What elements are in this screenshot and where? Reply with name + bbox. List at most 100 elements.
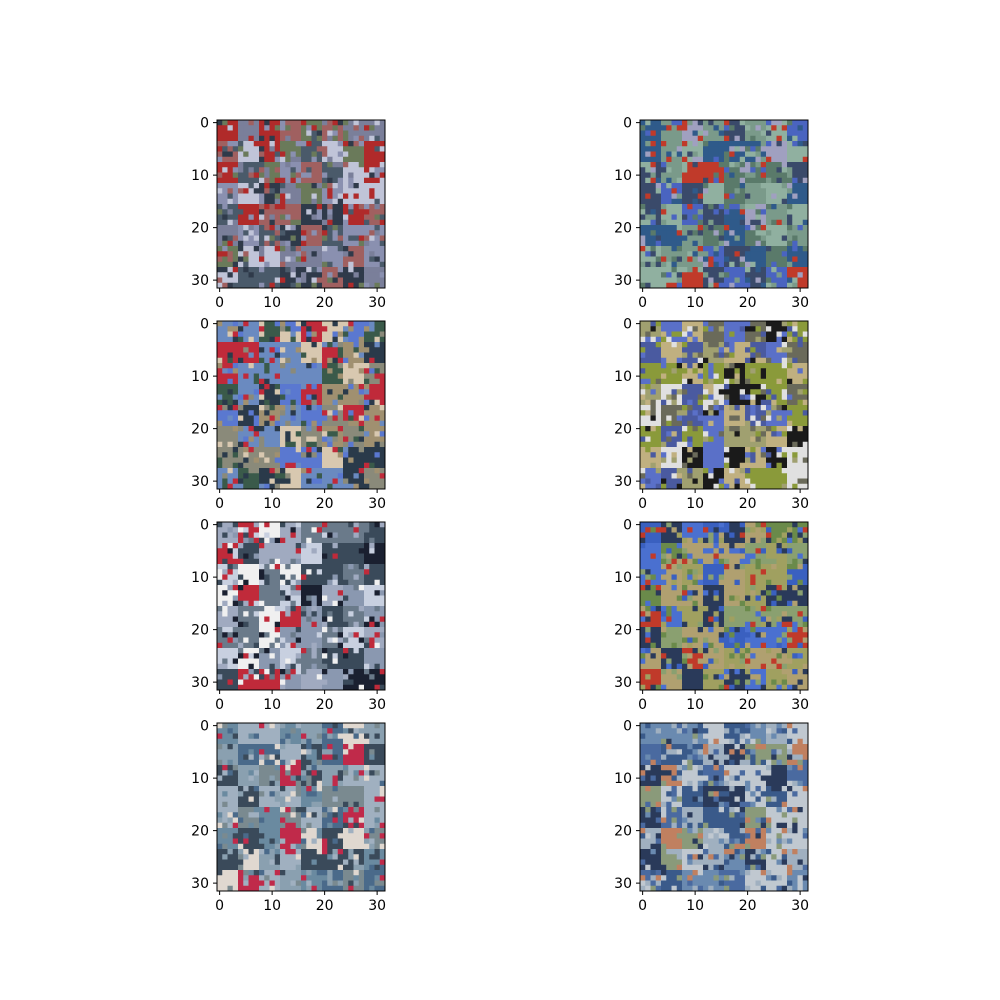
x-tick-label: 10: [686, 496, 704, 512]
pixel-cell: [248, 389, 255, 395]
pixel-cell: [676, 394, 683, 401]
pixel-cell: [364, 452, 370, 458]
pixel-cell: [353, 135, 360, 142]
pixel-cell: [358, 457, 365, 464]
pixel-cell: [734, 240, 741, 247]
pixel-cell: [379, 473, 386, 479]
pixel-cell: [718, 214, 725, 221]
pixel-cell: [692, 151, 699, 158]
pixel-cell: [253, 130, 260, 137]
pixel-cell: [337, 204, 344, 210]
pixel-cell: [280, 543, 286, 549]
pixel-cell: [332, 177, 339, 184]
pixel-cell: [290, 394, 297, 401]
pixel-cell: [259, 272, 265, 278]
pixel-cell: [274, 569, 281, 575]
pixel-cell: [755, 363, 762, 369]
pixel-cell: [253, 204, 260, 210]
pixel-cell: [802, 389, 809, 395]
pixel-cell: [776, 378, 783, 385]
pixel-cell: [274, 574, 281, 581]
pixel-cell: [364, 219, 370, 226]
pixel-cell: [306, 162, 312, 168]
pixel-cell: [280, 336, 286, 343]
pixel-cell: [692, 156, 699, 163]
pixel-cell: [332, 225, 339, 231]
pixel-cell: [274, 600, 281, 607]
pixel-cell: [353, 564, 360, 570]
pixel-cell: [248, 553, 255, 560]
pixel-cell: [687, 282, 693, 289]
pixel-cell: [227, 611, 234, 617]
pixel-cell: [269, 389, 276, 395]
pixel-cell: [290, 648, 297, 654]
pixel-cell: [269, 452, 276, 458]
pixel-cell: [227, 527, 234, 533]
pixel-cell: [243, 415, 249, 422]
pixel-cell: [322, 209, 328, 215]
pixel-cell: [755, 282, 762, 289]
pixel-cell: [264, 130, 270, 137]
pixel-cell: [248, 347, 255, 353]
pixel-cell: [734, 342, 741, 348]
pixel-cell: [760, 384, 767, 390]
pixel-cell: [703, 420, 709, 427]
pixel-cell: [353, 627, 360, 633]
pixel-cell: [369, 632, 375, 638]
pixel-cell: [316, 167, 323, 173]
pixel-cell: [243, 389, 249, 395]
pixel-cell: [745, 261, 751, 268]
pixel-cell: [322, 347, 328, 353]
pixel-cell: [364, 611, 370, 617]
pixel-cell: [353, 574, 360, 581]
pixel-cell: [232, 522, 239, 528]
pixel-cell: [316, 193, 323, 200]
pixel-cell: [269, 261, 276, 268]
pixel-cell: [259, 420, 265, 427]
pixel-cell: [682, 151, 688, 158]
pixel-cell: [724, 172, 730, 179]
pixel-cell: [322, 183, 328, 189]
pixel-cell: [348, 209, 354, 215]
pixel-cell: [306, 336, 312, 343]
pixel-cell: [379, 537, 386, 544]
pixel-cell: [217, 632, 223, 638]
pixel-cell: [343, 277, 349, 284]
pixel-cell: [327, 146, 333, 152]
pixel-cell: [232, 198, 239, 205]
pixel-cell: [306, 410, 312, 416]
pixel-cell: [369, 436, 375, 443]
pixel-cell: [379, 642, 386, 649]
pixel-cell: [322, 574, 328, 581]
pixel-cell: [253, 261, 260, 268]
pixel-cell: [264, 436, 270, 443]
pixel-cell: [745, 378, 751, 385]
pixel-cell: [718, 209, 725, 215]
pixel-cell: [766, 462, 772, 469]
pixel-cell: [259, 579, 265, 586]
pixel-cell: [343, 156, 349, 163]
pixel-cell: [739, 214, 746, 221]
pixel-cell: [787, 447, 793, 453]
pixel-cell: [222, 130, 228, 137]
pixel-cell: [645, 235, 651, 242]
pixel-cell: [781, 277, 788, 284]
pixel-cell: [369, 368, 375, 374]
pixel-cell: [640, 209, 646, 215]
pixel-cell: [708, 209, 714, 215]
pixel-cell: [343, 352, 349, 359]
pixel-cell: [739, 473, 746, 479]
pixel-cell: [687, 326, 693, 332]
pixel-cell: [217, 130, 223, 137]
pixel-cell: [666, 436, 672, 443]
pixel-cell: [655, 141, 662, 147]
pixel-cell: [337, 447, 344, 453]
pixel-cell: [369, 405, 375, 411]
pixel-cell: [269, 478, 276, 485]
pixel-cell: [374, 336, 381, 343]
pixel-cell: [301, 357, 307, 364]
pixel-cell: [781, 135, 788, 142]
pixel-cell: [290, 389, 297, 395]
pixel-cell: [327, 483, 333, 490]
pixel-cell: [243, 553, 249, 560]
